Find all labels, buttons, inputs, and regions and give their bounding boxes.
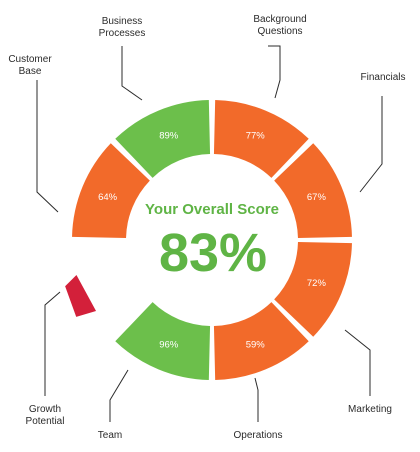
category-label-marketing: Marketing bbox=[348, 404, 392, 415]
category-labels: Background Questions Financials Marketing Op… bbox=[8, 14, 405, 441]
segment-team bbox=[115, 302, 211, 380]
leader-line bbox=[254, 377, 259, 422]
donut-segments bbox=[65, 100, 352, 380]
segment-business-processes bbox=[115, 100, 211, 178]
category-label-business-processes: Business Processes bbox=[99, 16, 146, 39]
leader-line bbox=[36, 80, 59, 213]
leader-line bbox=[121, 46, 143, 101]
leader-line bbox=[359, 96, 383, 193]
segment-growth-potential bbox=[65, 275, 97, 317]
segment-financials bbox=[274, 143, 352, 239]
segment-value-label: 64% bbox=[98, 192, 118, 203]
leader-lines bbox=[36, 45, 383, 422]
leader-line bbox=[344, 329, 371, 396]
category-label-operations: Operations bbox=[234, 430, 283, 441]
segment-value-label: 96% bbox=[159, 339, 179, 350]
category-label-financials: Financials bbox=[360, 72, 405, 83]
leader-line bbox=[109, 369, 129, 422]
segment-value-label: 77% bbox=[246, 131, 266, 142]
segment-value-label: 67% bbox=[307, 192, 327, 203]
overall-score-title: Your Overall Score bbox=[145, 201, 279, 218]
segment-marketing bbox=[274, 241, 352, 337]
segment-value-label: 72% bbox=[307, 278, 327, 289]
segment-operations bbox=[213, 302, 309, 380]
segment-value-labels: 77% 67% 72% 59% 96% 64% 89% bbox=[98, 131, 326, 351]
category-label-customer-base: Customer Base bbox=[8, 54, 52, 77]
leader-line bbox=[268, 45, 281, 99]
category-label-growth-potential: Growth Potential bbox=[26, 404, 65, 427]
leader-line bbox=[44, 291, 61, 396]
segment-value-label: 89% bbox=[159, 131, 179, 142]
segment-value-label: 59% bbox=[246, 339, 266, 350]
overall-score-value: 83% bbox=[159, 223, 267, 283]
segment-background-questions bbox=[213, 100, 309, 178]
category-label-team: Team bbox=[98, 430, 122, 441]
segment-customer-base bbox=[72, 143, 150, 239]
category-label-background-questions: Background Questions bbox=[253, 14, 306, 37]
